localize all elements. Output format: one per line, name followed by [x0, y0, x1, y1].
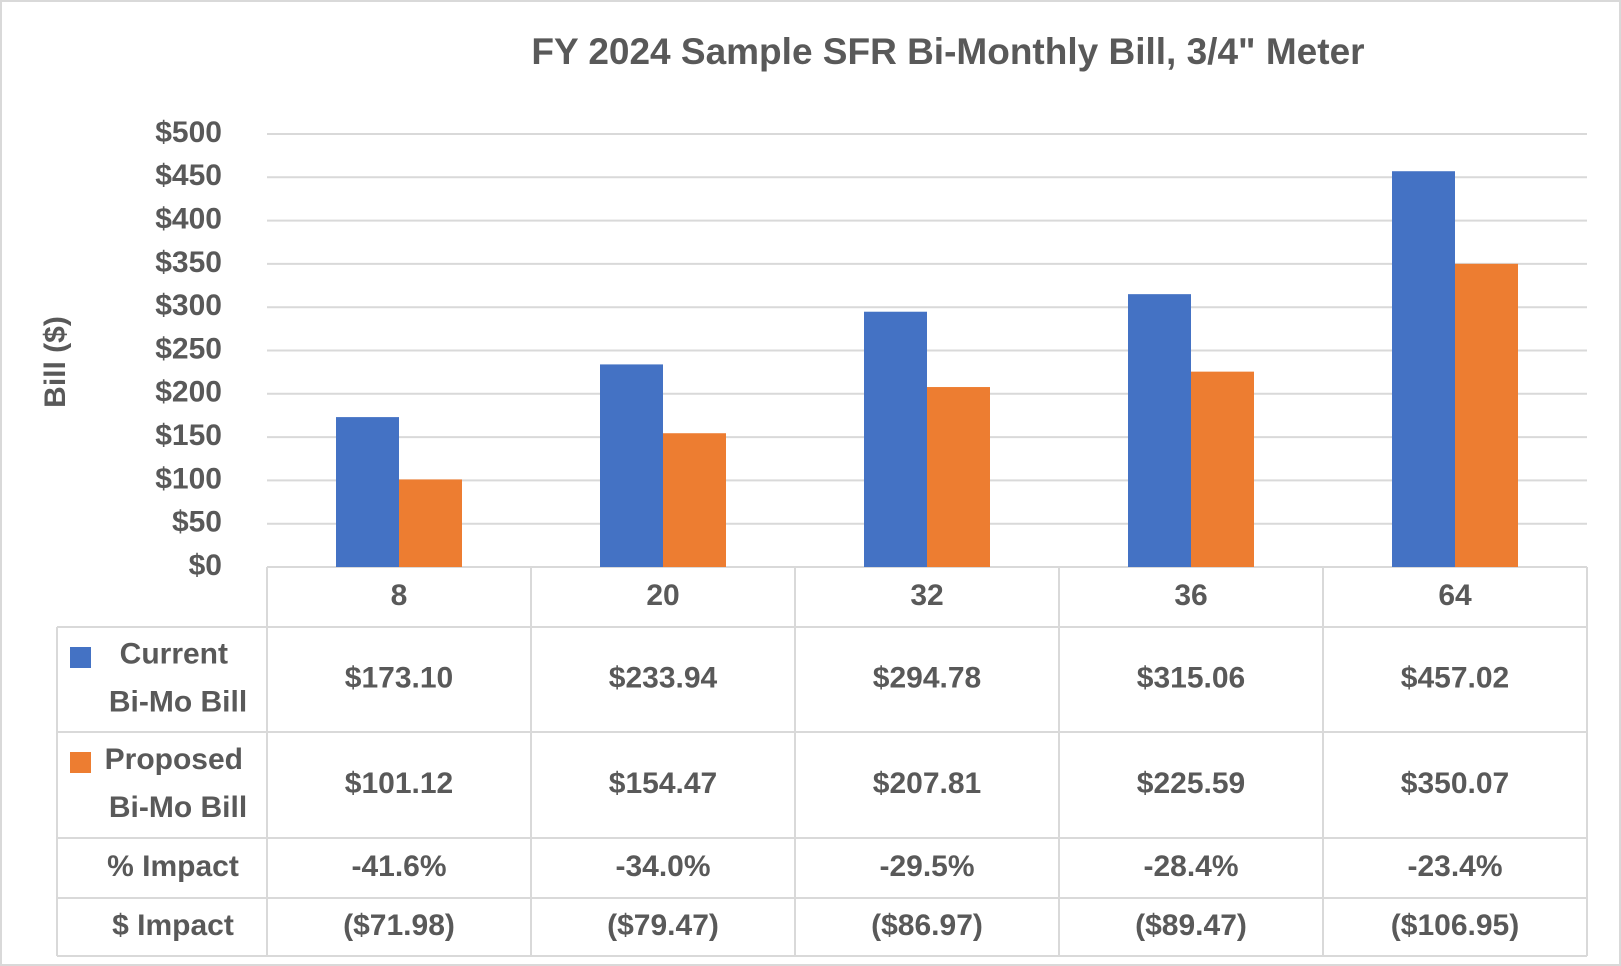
row-label: % Impact — [107, 850, 239, 883]
table-value: -29.5% — [879, 850, 974, 883]
table-value: $457.02 — [1401, 661, 1509, 694]
y-tick-label: $150 — [155, 419, 222, 452]
x-tick-label: 36 — [1174, 579, 1207, 612]
y-tick-label: $350 — [155, 246, 222, 279]
legend-key — [70, 752, 91, 773]
y-tick-label: $500 — [155, 116, 222, 149]
table-value: -41.6% — [351, 850, 446, 883]
y-tick-label: $400 — [155, 203, 222, 236]
table-value: $173.10 — [345, 661, 453, 694]
table-value: ($86.97) — [871, 909, 983, 942]
y-tick-label: $300 — [155, 289, 222, 322]
bar — [399, 479, 462, 567]
y-tick-label: $100 — [155, 462, 222, 495]
row-label: $ Impact — [112, 909, 234, 942]
bar — [1191, 371, 1254, 567]
table-value: -23.4% — [1407, 850, 1502, 883]
y-axis-label: Bill ($) — [39, 316, 72, 408]
table-value: $315.06 — [1137, 661, 1245, 694]
legend-key — [70, 647, 91, 668]
table-value: $101.12 — [345, 767, 453, 800]
table-value: ($106.95) — [1391, 909, 1519, 942]
bar — [864, 311, 927, 567]
y-tick-label: $200 — [155, 376, 222, 409]
bar — [1128, 294, 1191, 567]
bar — [600, 364, 663, 567]
table-value: $225.59 — [1137, 767, 1245, 800]
y-tick-label: $250 — [155, 332, 222, 365]
table-value: ($89.47) — [1135, 909, 1247, 942]
y-tick-label: $0 — [189, 549, 222, 582]
x-tick-label: 20 — [646, 579, 679, 612]
table-value: ($79.47) — [607, 909, 719, 942]
table-value: $233.94 — [609, 661, 718, 694]
bar — [663, 433, 726, 567]
x-tick-label: 8 — [391, 579, 408, 612]
legend-label: Proposed Bi-Mo Bill — [105, 743, 252, 824]
table-value: -28.4% — [1143, 850, 1238, 883]
bar — [1455, 263, 1518, 567]
table-value: -34.0% — [615, 850, 710, 883]
y-tick-label: $450 — [155, 159, 222, 192]
table-value: $350.07 — [1401, 767, 1509, 800]
table-value: $294.78 — [873, 661, 981, 694]
table-value: $207.81 — [873, 767, 981, 800]
bar — [1392, 171, 1455, 567]
x-tick-label: 32 — [910, 579, 943, 612]
chart-title: FY 2024 Sample SFR Bi-Monthly Bill, 3/4"… — [531, 31, 1364, 72]
bar — [336, 417, 399, 567]
bar — [927, 387, 990, 567]
table-value: ($71.98) — [343, 909, 455, 942]
y-tick-label: $50 — [172, 506, 222, 539]
legend-label: Current Bi-Mo Bill — [109, 637, 247, 718]
table-value: $154.47 — [609, 767, 717, 800]
x-tick-label: 64 — [1438, 579, 1472, 612]
